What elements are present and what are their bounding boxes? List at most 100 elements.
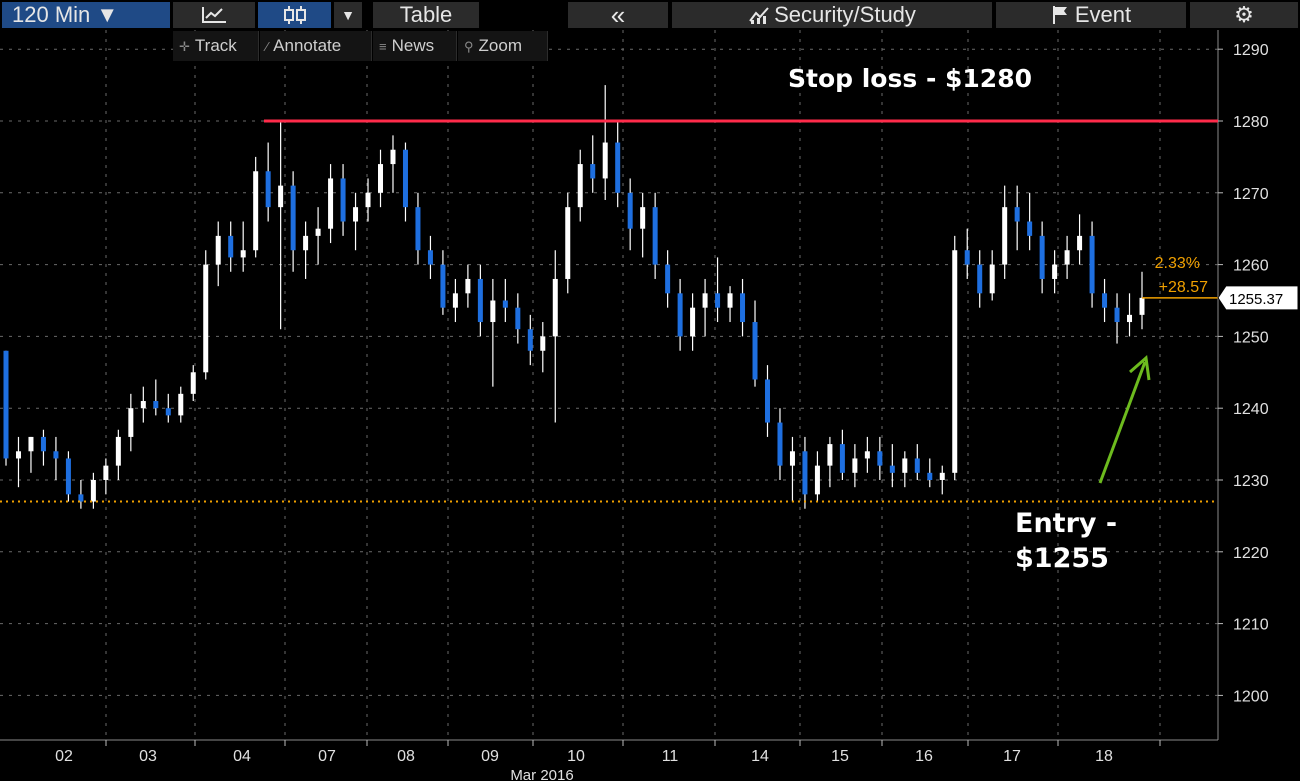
- candlestick-button[interactable]: [258, 2, 331, 28]
- candle-body-down: [340, 178, 346, 222]
- candle-body-down: [752, 322, 758, 380]
- candle-body-up: [864, 451, 870, 459]
- candle-body-up: [452, 293, 458, 308]
- candle-body-up: [552, 278, 558, 337]
- candle-body-up: [203, 264, 209, 373]
- event-button[interactable]: Event: [996, 2, 1186, 28]
- candle-body-down: [964, 250, 970, 265]
- track-button[interactable]: ✛ Track: [173, 31, 259, 61]
- candle-body-up: [328, 178, 334, 229]
- candle-body-down: [914, 458, 920, 473]
- last-price-text: 1255.37: [1229, 291, 1283, 308]
- pencil-icon: ⁄: [266, 39, 269, 54]
- zoom-label: Zoom: [478, 36, 522, 55]
- candle-body-down: [1102, 293, 1108, 308]
- y-tick-label: 1200: [1233, 688, 1269, 705]
- candle-body-down: [627, 192, 633, 229]
- entry-arrow: [1098, 355, 1151, 484]
- x-axis-month-label: Mar 2016: [510, 767, 573, 781]
- line-chart-button[interactable]: [173, 2, 255, 28]
- candle-body-down: [290, 185, 296, 251]
- chart-type-dropdown[interactable]: ▼: [334, 2, 362, 28]
- x-tick-label: 18: [1095, 748, 1113, 765]
- news-button[interactable]: ≡ News: [373, 31, 457, 61]
- security-study-button[interactable]: Security/Study: [672, 2, 992, 28]
- x-tick-label: 11: [662, 748, 679, 765]
- candle-body-up: [490, 300, 496, 323]
- candle-body-down: [265, 171, 271, 208]
- last-price-tag: 1255.37: [1217, 285, 1299, 311]
- candle-body-up: [1077, 235, 1083, 251]
- candle-body-up: [240, 250, 246, 258]
- gear-icon: ⚙: [1234, 2, 1254, 27]
- x-axis-ticks: 02 03 04 07 08 09 10 11 14 15 16 17 18: [55, 740, 1161, 765]
- candle-body-up: [1064, 250, 1070, 265]
- candle-body-down: [677, 293, 683, 337]
- price-change-text: +28.57: [1159, 279, 1208, 296]
- top-toolbar: 120 Min ▼ ▼ Table « Security/Study: [0, 0, 1300, 30]
- candle-body-down: [78, 494, 84, 502]
- candle-body-down: [1114, 307, 1120, 323]
- candle-body-up: [215, 235, 221, 265]
- candle-body-up: [28, 436, 34, 452]
- candle-body-up: [902, 458, 908, 473]
- collapse-button[interactable]: «: [568, 2, 668, 28]
- collapse-icon: «: [610, 2, 626, 28]
- candle-body-down: [877, 451, 883, 466]
- candle-body-up: [278, 185, 284, 208]
- candle-body-up: [353, 207, 359, 222]
- candle-body-up: [565, 207, 571, 279]
- candle-body-up: [190, 372, 196, 394]
- candle-body-up: [952, 250, 958, 473]
- candle-body-up: [989, 264, 995, 294]
- x-tick-label: 14: [751, 748, 769, 765]
- candle-body-up: [465, 278, 471, 294]
- candle-body-down: [477, 278, 483, 323]
- candle-body-up: [577, 164, 583, 208]
- candle-body-down: [927, 472, 933, 480]
- event-label: Event: [1074, 2, 1132, 27]
- candle-body-down: [153, 401, 159, 409]
- track-label: Track: [194, 36, 237, 55]
- annotate-button[interactable]: ⁄ Annotate: [260, 31, 372, 61]
- stop-loss-annotation: Stop loss - $1280: [788, 64, 1032, 93]
- entry-annotation-line1: Entry -: [1015, 508, 1118, 539]
- interval-dropdown[interactable]: 120 Min ▼: [2, 2, 170, 28]
- candle-body-up: [1052, 264, 1058, 279]
- candle-body-down: [40, 436, 46, 452]
- news-icon: ≡: [379, 39, 387, 54]
- entry-annotation-line2: $1255: [1015, 543, 1109, 574]
- dropdown-arrow-icon: ▼: [341, 7, 355, 23]
- x-tick-label: 07: [318, 748, 336, 765]
- candle-body-down: [665, 264, 671, 294]
- candle-body-up: [727, 293, 733, 308]
- candle-body-up: [1002, 207, 1008, 265]
- security-study-icon: [749, 7, 769, 24]
- x-tick-label: 16: [915, 748, 933, 765]
- entry-arrow-shaft: [1098, 361, 1147, 484]
- zoom-button[interactable]: ⚲ Zoom: [458, 31, 548, 61]
- crosshair-icon: ✛: [179, 39, 190, 54]
- candle-body-up: [90, 480, 96, 502]
- candle-body-down: [590, 164, 596, 179]
- y-tick-label: 1290: [1233, 42, 1269, 59]
- candle-body-up: [789, 451, 795, 466]
- candle-body-up: [702, 293, 708, 308]
- table-button[interactable]: Table: [373, 2, 479, 28]
- candle-body-down: [1039, 235, 1045, 279]
- settings-button[interactable]: ⚙: [1190, 2, 1298, 28]
- candle-body-up: [939, 472, 945, 480]
- candle-body-down: [802, 451, 808, 495]
- y-axis-ticks: 1200 1210 1220 1230 1240 1250 1260 1270 1280 1290: [1218, 42, 1269, 705]
- y-tick-label: 1230: [1233, 473, 1269, 490]
- candle-body-down: [53, 451, 59, 459]
- candle-body-up: [602, 142, 608, 179]
- candle-body-up: [140, 401, 146, 409]
- line-chart-icon: [202, 7, 226, 23]
- candle-body-down: [1014, 207, 1020, 222]
- candle-body-up: [1127, 314, 1133, 323]
- entry-arrow-head: [1129, 355, 1151, 381]
- percent-change-text: 2.33%: [1155, 255, 1200, 272]
- candle-body-up: [1139, 297, 1145, 315]
